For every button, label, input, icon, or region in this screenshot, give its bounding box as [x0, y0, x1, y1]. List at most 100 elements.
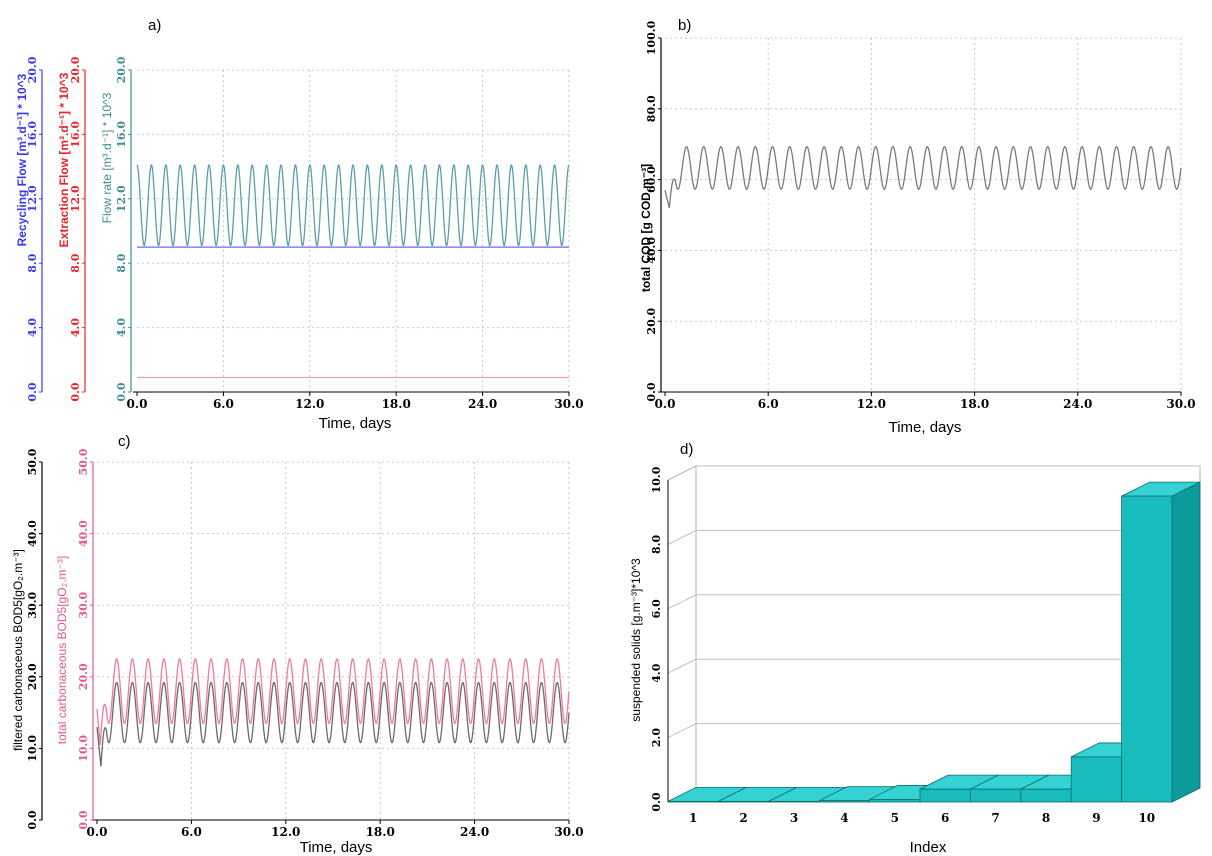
- panel-b-y-tick-label: 20.0: [645, 307, 658, 334]
- panel-a-y-tick-label: 16.0: [69, 121, 82, 148]
- panel-d-xlabel: Index: [910, 839, 947, 856]
- panel-c-y-tick-label: 30.0: [26, 591, 39, 618]
- panel-a-ylabel-extraction: Extraction Flow [m³.d⁻¹] * 10^3: [57, 72, 71, 247]
- panel-a-y-tick-label: 8.0: [115, 253, 128, 272]
- panel-a-xlabel: Time, days: [319, 415, 392, 432]
- panel-a-y-tick-label: 20.0: [26, 56, 39, 83]
- panel-d-x-tick-label: 3: [790, 811, 798, 825]
- panel-b-y-tick-label: 40.0: [645, 237, 658, 264]
- panel-a-y-tick-label: 12.0: [26, 185, 39, 212]
- panel-b-ylabel: total COD [g COD.m⁻³]: [639, 164, 653, 292]
- panel-c-plot: 0.0 6.0 12.0 18.0 24.0 30.0 0.0 10.0 20.0 30.0 40.…: [26, 448, 584, 839]
- panel-c-series-line-1: [96, 681, 570, 767]
- panel-a-y-tick-label: 4.0: [69, 318, 82, 337]
- panel-d-y-tick-label: 4.0: [650, 663, 663, 682]
- panel-d-grid-side: [667, 594, 697, 610]
- panel-c-y-tick-label: 0.0: [26, 810, 39, 829]
- panel-b-x-tick-label: 18.0: [960, 397, 989, 411]
- panel-b-x-tick-label: 12.0: [857, 397, 886, 411]
- panel-d-grid-side: [667, 658, 697, 674]
- panel-a-y-tick-label: 12.0: [69, 185, 82, 212]
- panel-c-y-tick-label: 20.0: [26, 663, 39, 690]
- panel-d-y-tick-label: 10.0: [650, 466, 663, 493]
- panel-c-x-tick-label: 12.0: [271, 825, 300, 839]
- panel-d-grid-side: [667, 465, 697, 481]
- panel-a-x-tick-label: 30.0: [554, 397, 583, 411]
- panel-c-xlabel: Time, days: [300, 839, 373, 856]
- panel-a-y-tick-label: 0.0: [115, 382, 128, 401]
- panel-a-x-tick-label: 0.0: [127, 397, 148, 411]
- panel-c-x-tick-label: 24.0: [460, 825, 489, 839]
- panel-c-ylabel-filtered: filtered carbonaceous BOD5[gO₂.m⁻³]: [11, 549, 25, 751]
- panel-c-y-tick-label: 40.0: [77, 520, 90, 547]
- panel-a-y-tick-label: 20.0: [115, 56, 128, 83]
- panel-b-y-tick-label: 100.0: [645, 20, 658, 55]
- panel-c-y-tick-label: 30.0: [77, 591, 90, 618]
- panel-b-y-tick-label: 60.0: [645, 166, 658, 193]
- panel-c-ylabel-total: total carbonaceous BOD5[gO₂.m⁻³]: [55, 556, 69, 744]
- panel-d-x-tick-label: 8: [1042, 811, 1050, 825]
- panel-d-grid-side: [667, 723, 697, 739]
- panel-a-y-tick-label: 8.0: [26, 253, 39, 272]
- panel-d-bar: [1070, 756, 1122, 803]
- panel-c-y-tick-label: 40.0: [26, 520, 39, 547]
- panel-a-ylabel-recycling: Recycling Flow [m³.d⁻¹] * 10^3: [15, 73, 29, 246]
- panel-a-y-tick-label: 12.0: [115, 185, 128, 212]
- panel-d-bar: [818, 800, 871, 803]
- panel-d-y-tick-label: 8.0: [650, 534, 663, 553]
- panel-d-x-tick-label: 1: [689, 811, 697, 825]
- panel-b-x-tick-label: 6.0: [758, 397, 779, 411]
- panel-d-y-tick-label: 2.0: [650, 728, 663, 747]
- panel-b-xlabel: Time, days: [889, 419, 962, 436]
- panel-a-x-tick-label: 6.0: [213, 397, 234, 411]
- panel-d-grid-side: [667, 529, 697, 545]
- panel-d-x-tick-label: 2: [739, 811, 747, 825]
- panel-a-y-tick-label: 4.0: [115, 318, 128, 337]
- panel-c-x-tick-label: 18.0: [366, 825, 395, 839]
- panel-a-y-tick-label: 0.0: [26, 382, 39, 401]
- panel-d-x-tick-label: 9: [1092, 811, 1100, 825]
- panel-a-y-tick-label: 16.0: [115, 121, 128, 148]
- panel-d-side-wall: [667, 465, 697, 803]
- panel-c-label: c): [118, 433, 131, 450]
- panel-c-series-line-0: [96, 658, 570, 745]
- panel-d-x-tick-label: 10: [1138, 811, 1155, 825]
- panel-d-bar: [869, 799, 921, 803]
- panel-a-x-tick-label: 12.0: [295, 397, 324, 411]
- panel-d-bar: [919, 788, 971, 803]
- panel-d-ylabel: suspended solids [g.m⁻³]*10^3: [629, 558, 643, 722]
- panel-b-y-tick-label: 0.0: [645, 382, 658, 401]
- panel-a-y-tick-label: 16.0: [26, 121, 39, 148]
- panel-d-bar: [1121, 495, 1173, 803]
- panel-d-bar: [667, 800, 719, 803]
- panel-c-y-tick-label: 50.0: [26, 448, 39, 475]
- panel-d-y-tick-label: 6.0: [650, 599, 663, 618]
- panel-d-x-tick-label: 6: [941, 811, 949, 825]
- panel-b-label: b): [678, 17, 691, 34]
- panel-d-bar: [1020, 788, 1072, 803]
- panel-d-x-tick-label: 5: [891, 811, 899, 825]
- panel-d-bar: [970, 788, 1022, 803]
- plot-layer: 0.0 6.0 12.0 18.0 24.0 30.00.04.08.012.016.02…: [26, 20, 1201, 839]
- panel-d-x-tick-label: 7: [991, 811, 999, 825]
- panel-b-x-tick-label: 0.0: [655, 397, 676, 411]
- panel-b-y-tick-label: 80.0: [645, 95, 658, 122]
- panel-d-x-tick-label: 4: [840, 811, 848, 825]
- panel-a-y-tick-label: 8.0: [69, 253, 82, 272]
- panel-d-bar-side: [1171, 481, 1201, 803]
- panel-a-x-tick-label: 18.0: [382, 397, 411, 411]
- panel-c-y-tick-label: 10.0: [77, 735, 90, 762]
- panel-b-x-tick-label: 24.0: [1063, 397, 1092, 411]
- panel-b-series-line-0: [664, 145, 1182, 209]
- panel-a-label: a): [148, 17, 161, 34]
- panel-c-x-tick-label: 6.0: [181, 825, 202, 839]
- panel-d-bar: [718, 800, 770, 803]
- panel-a-y-tick-label: 20.0: [69, 56, 82, 83]
- panel-b-plot: 0.0 6.0 12.0 18.0 24.0 30.0 0.0 20.0 40.0 60.0 80.…: [645, 20, 1196, 411]
- panel-d-y-tick-label: 0.0: [650, 792, 663, 811]
- panel-a-y-tick-label: 0.0: [69, 382, 82, 401]
- panel-c-y-tick-label: 50.0: [77, 448, 90, 475]
- panel-d-label: d): [680, 441, 693, 458]
- panel-b-x-tick-label: 30.0: [1166, 397, 1195, 411]
- panel-a-series-line-0: [136, 164, 570, 247]
